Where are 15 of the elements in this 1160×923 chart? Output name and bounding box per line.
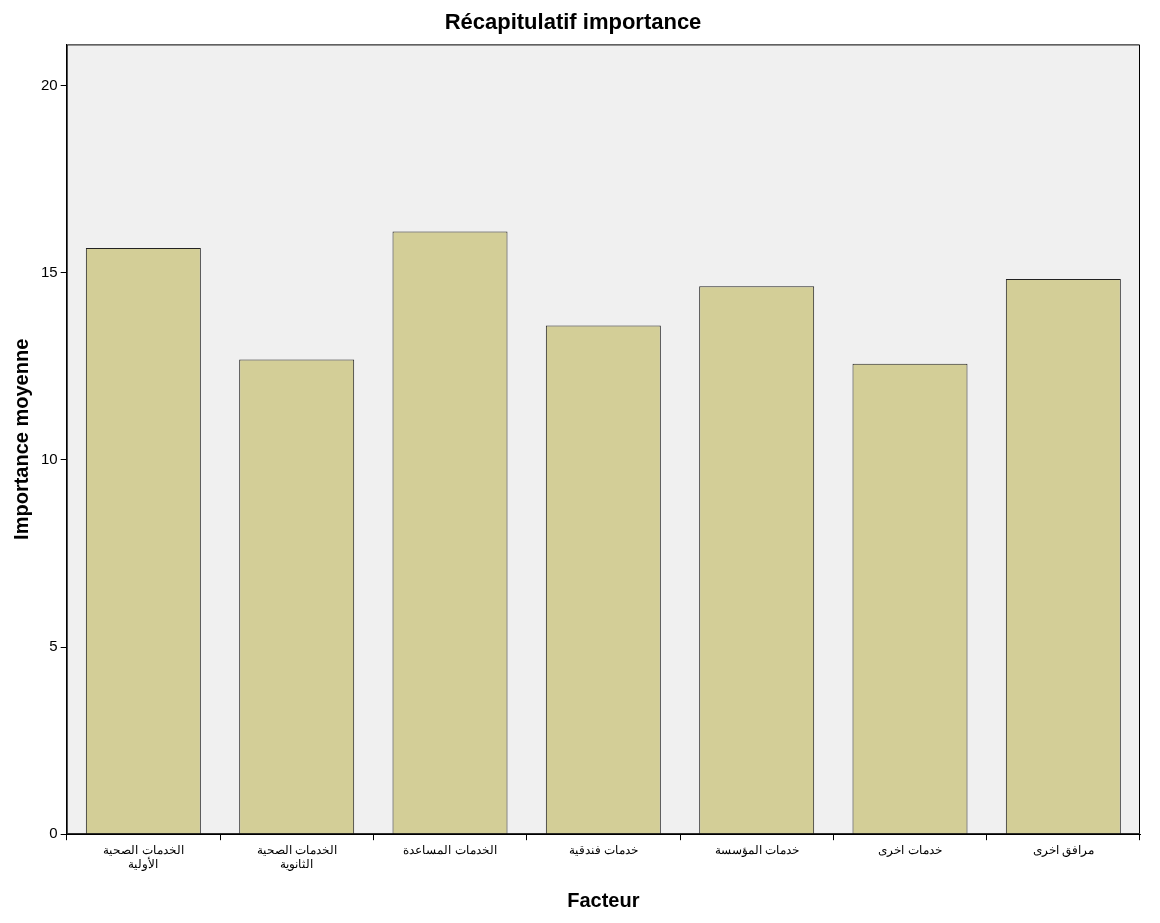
y-tick-label: 5 <box>49 637 58 655</box>
x-tick-label: خدمات فندقية <box>568 842 639 857</box>
y-tick-label: 10 <box>41 450 58 468</box>
y-axis-title: Importance moyenne <box>9 338 32 540</box>
x-tick-label: الخدمات المساعدة <box>403 842 497 857</box>
x-tick-label: خدمات المؤسسة <box>714 842 799 857</box>
x-tick-label: الخدمات الصحية الثانوية <box>256 842 337 872</box>
y-tick-label: 20 <box>41 75 58 93</box>
x-axis-title: Facteur <box>567 888 640 911</box>
y-tick-label: 0 <box>49 824 58 842</box>
x-tick-label: مرافق اخرى <box>1032 842 1095 857</box>
chart-title: Récapitulatif importance <box>444 9 702 35</box>
x-tick-label: خدمات اخرى <box>878 842 942 857</box>
x-tick-label: الخدمات الصحية الأولية <box>103 842 184 872</box>
y-tick-label: 15 <box>41 262 58 280</box>
